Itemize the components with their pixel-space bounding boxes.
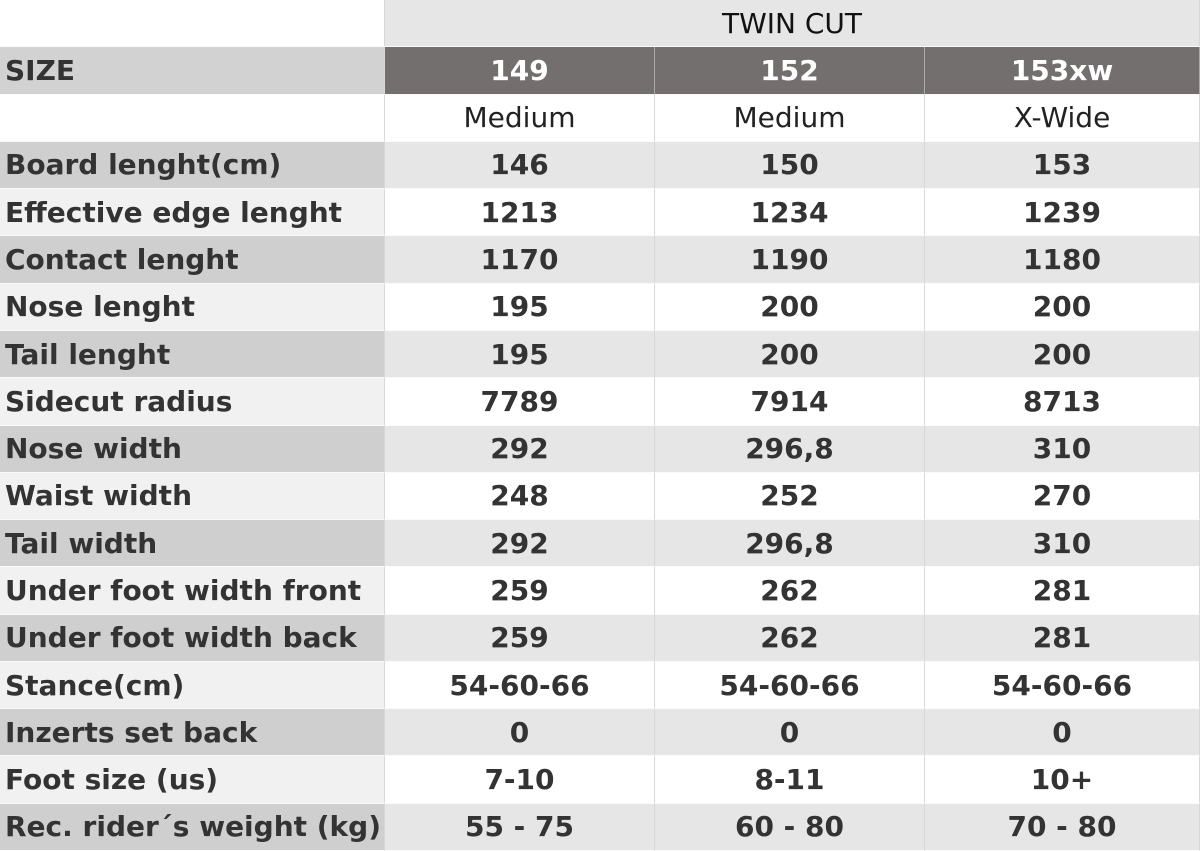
row-value: 200: [925, 283, 1200, 331]
row-value: 54-60-66: [385, 661, 655, 710]
row-label: Rec. rider´s weight (kg): [0, 803, 385, 851]
row-value: 281: [925, 567, 1200, 615]
table-title: TWIN CUT: [385, 0, 1200, 48]
row-label: Effective edge lenght: [0, 189, 385, 237]
size-label: SIZE: [0, 47, 385, 95]
row-value: 195: [385, 330, 655, 379]
row-value: 252: [655, 472, 925, 521]
row-value: 7-10: [385, 756, 655, 804]
size-header: 152: [655, 47, 925, 95]
row-value: 8713: [925, 378, 1200, 426]
row-label: Tail width: [0, 520, 385, 568]
row-label: Under foot width front: [0, 567, 385, 615]
row-value: 1190: [655, 236, 925, 284]
row-label: Stance(cm): [0, 661, 385, 710]
row-value: 248: [385, 472, 655, 521]
row-value: 200: [655, 283, 925, 331]
row-value: 1170: [385, 236, 655, 284]
row-label: Nose lenght: [0, 283, 385, 331]
row-value: 262: [655, 614, 925, 662]
row-value: 7914: [655, 378, 925, 426]
row-value: 281: [925, 614, 1200, 662]
row-value: 1234: [655, 189, 925, 237]
row-value: 1213: [385, 189, 655, 237]
width-type: Medium: [655, 94, 925, 142]
row-value: 8-11: [655, 756, 925, 804]
row-value: 1180: [925, 236, 1200, 284]
row-value: 270: [925, 472, 1200, 521]
row-value: 310: [925, 425, 1200, 473]
row-value: 296,8: [655, 425, 925, 473]
row-value: 10+: [925, 756, 1200, 804]
row-label: Waist width: [0, 472, 385, 521]
row-label: Sidecut radius: [0, 378, 385, 426]
blank-cell: [0, 94, 385, 142]
corner-cell: [0, 0, 385, 48]
row-value: 1239: [925, 189, 1200, 237]
row-value: 200: [655, 330, 925, 379]
row-value: 259: [385, 614, 655, 662]
row-value: 0: [925, 709, 1200, 757]
row-label: Tail lenght: [0, 330, 385, 379]
row-value: 150: [655, 141, 925, 190]
row-value: 60 - 80: [655, 803, 925, 851]
row-value: 7789: [385, 378, 655, 426]
width-type: X-Wide: [925, 94, 1200, 142]
row-value: 55 - 75: [385, 803, 655, 851]
row-value: 0: [655, 709, 925, 757]
row-value: 146: [385, 141, 655, 190]
row-value: 195: [385, 283, 655, 331]
size-header: 149: [385, 47, 655, 95]
row-value: 153: [925, 141, 1200, 190]
row-value: 259: [385, 567, 655, 615]
row-value: 54-60-66: [925, 661, 1200, 710]
row-value: 262: [655, 567, 925, 615]
row-label: Inzerts set back: [0, 709, 385, 757]
row-value: 54-60-66: [655, 661, 925, 710]
row-label: Contact lenght: [0, 236, 385, 284]
width-type: Medium: [385, 94, 655, 142]
size-header: 153xw: [925, 47, 1200, 95]
row-value: 70 - 80: [925, 803, 1200, 851]
row-value: 296,8: [655, 520, 925, 568]
row-value: 310: [925, 520, 1200, 568]
row-value: 200: [925, 330, 1200, 379]
row-value: 292: [385, 520, 655, 568]
row-label: Under foot width back: [0, 614, 385, 662]
row-label: Board lenght(cm): [0, 141, 385, 190]
row-value: 0: [385, 709, 655, 757]
row-label: Nose width: [0, 425, 385, 473]
row-value: 292: [385, 425, 655, 473]
row-label: Foot size (us): [0, 756, 385, 804]
